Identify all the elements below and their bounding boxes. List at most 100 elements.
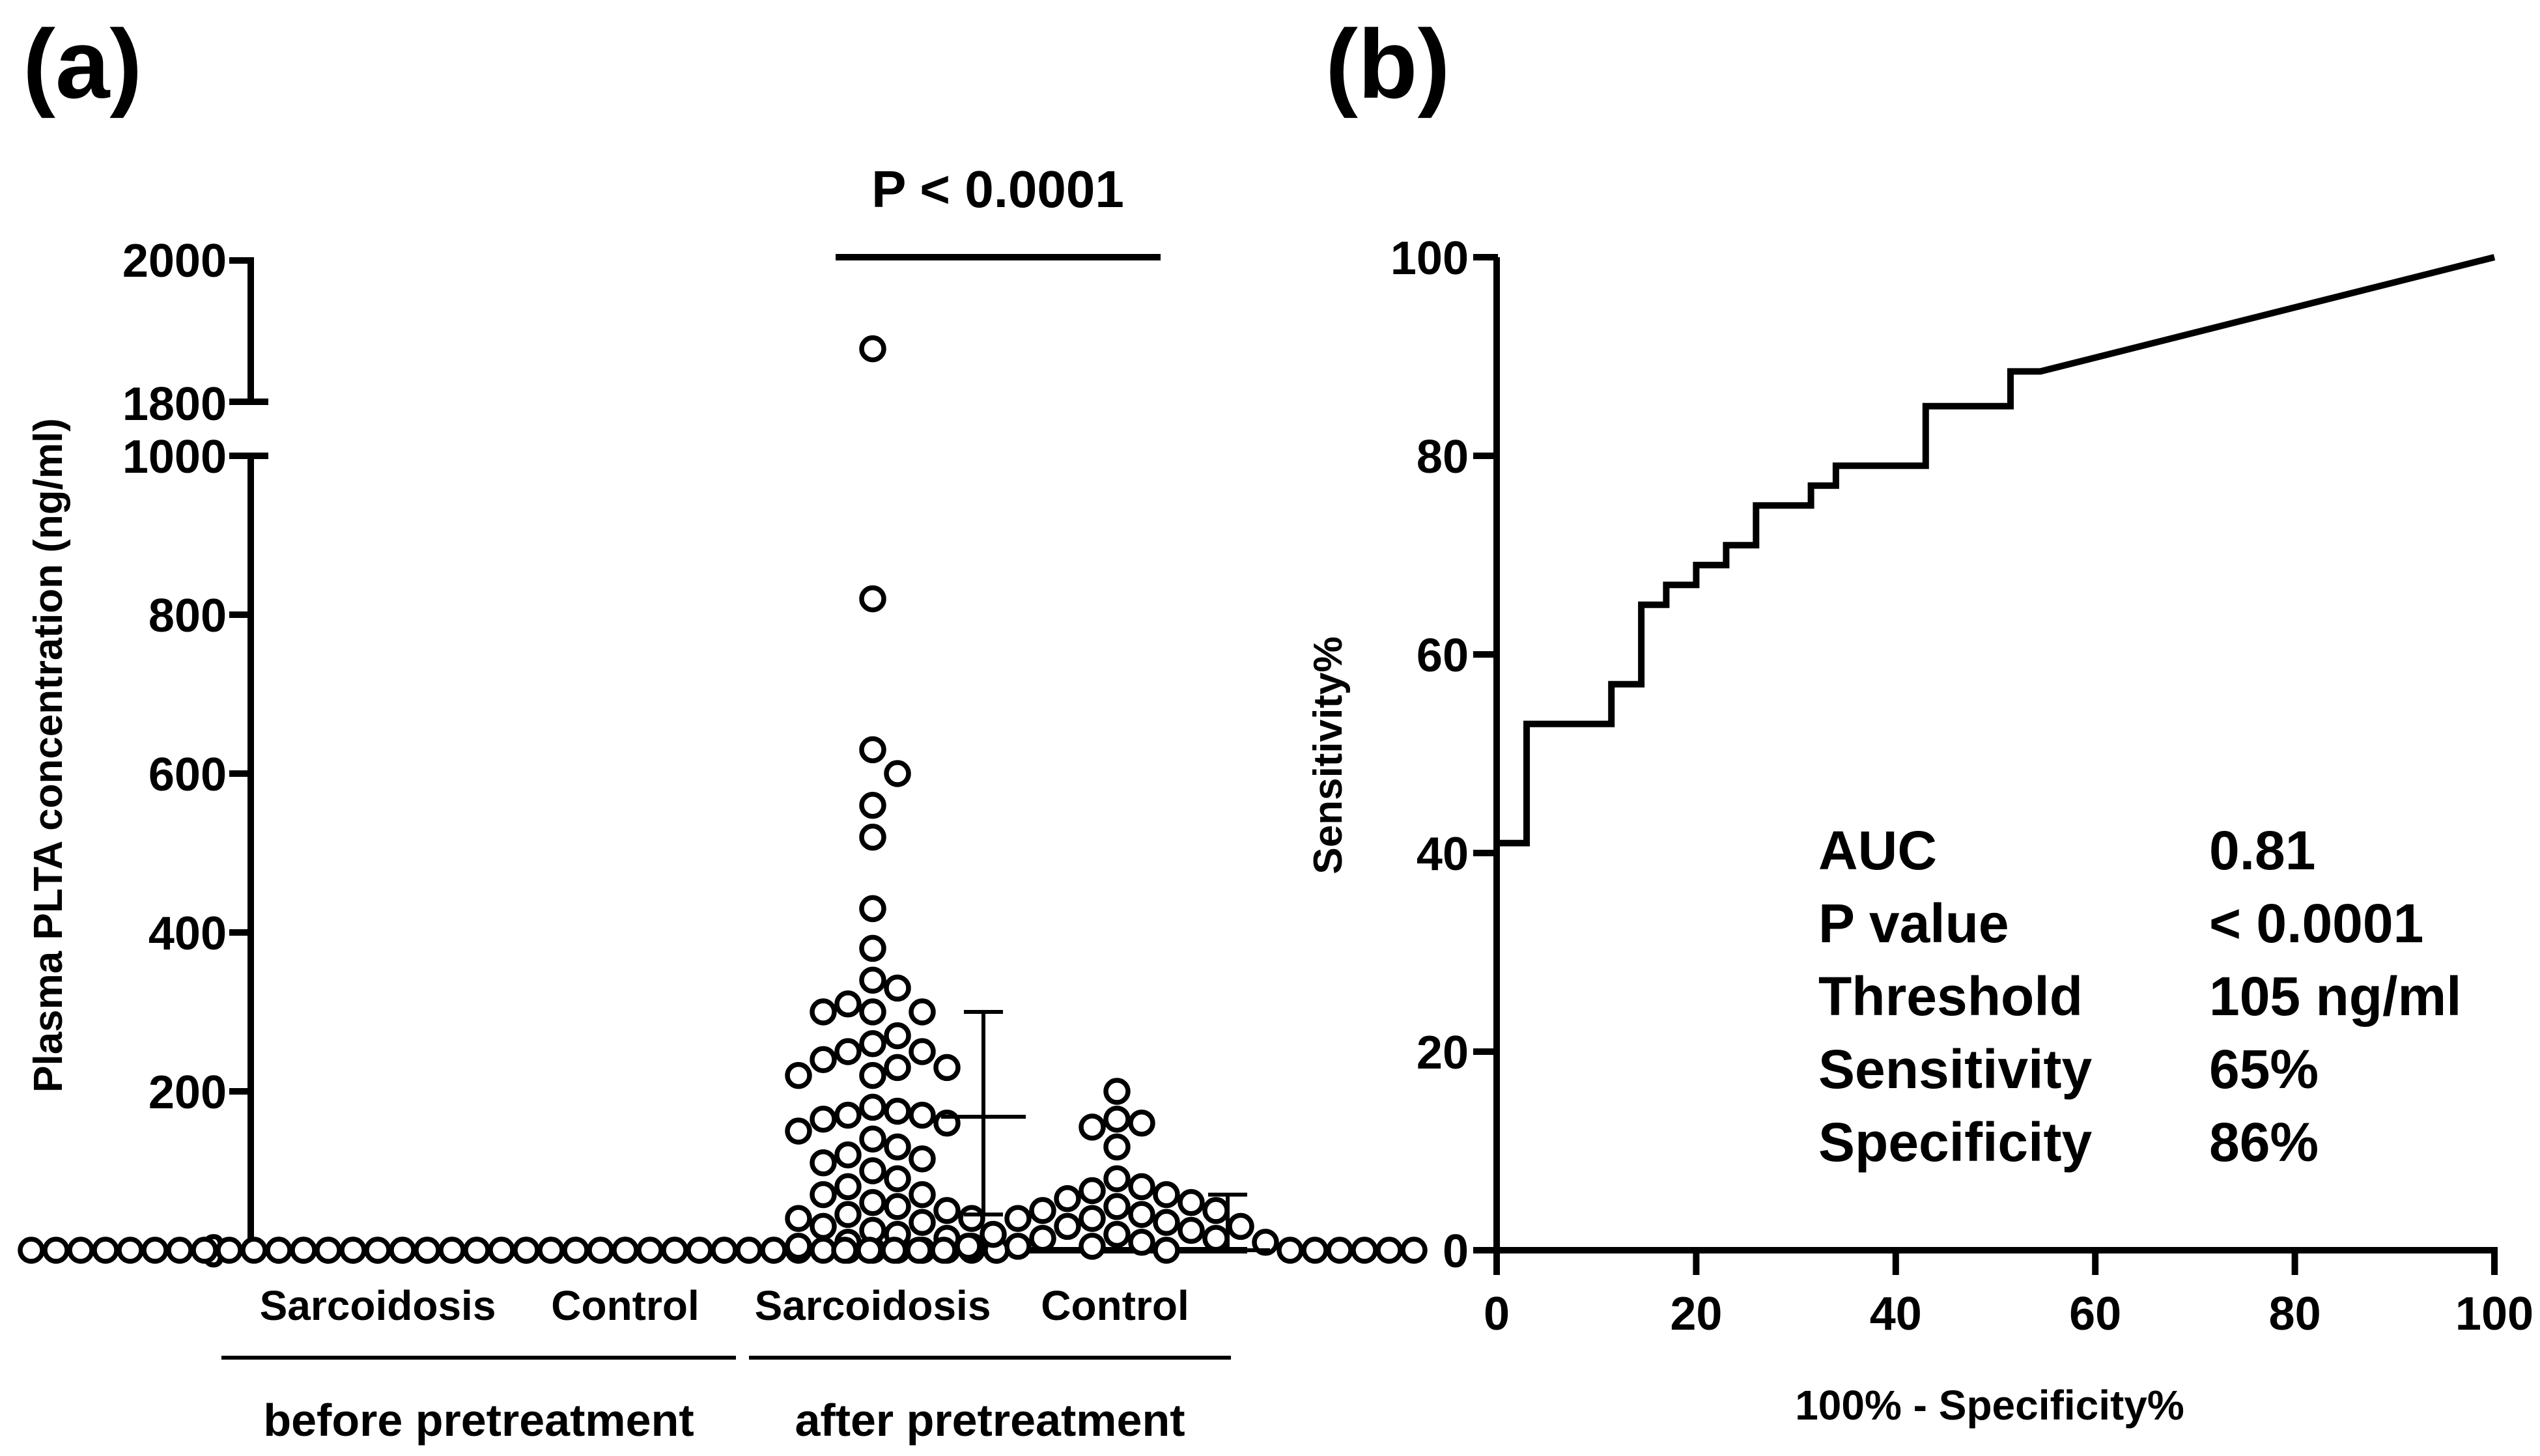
y-tick-label-1000: 1000: [122, 431, 227, 483]
data-point: [240, 1237, 268, 1264]
data-point: [933, 1054, 961, 1082]
data-point: [859, 585, 886, 613]
data-point: [661, 1237, 688, 1264]
panel-b-label: (b): [1325, 9, 1450, 119]
stat-label: P value: [1818, 893, 2009, 954]
category-label-3: Sarcoidosis: [755, 1282, 991, 1329]
data-point: [760, 1237, 787, 1264]
data-point: [1128, 1229, 1155, 1256]
stat-value: 65%: [2209, 1039, 2319, 1100]
data-point: [884, 974, 911, 1002]
data-point: [834, 990, 862, 1018]
data-point: [1227, 1212, 1254, 1240]
data-point: [909, 998, 936, 1026]
y-tick-label-800: 800: [148, 590, 227, 642]
data-point: [884, 1165, 911, 1192]
data-point: [1004, 1205, 1032, 1232]
data-point: [856, 1237, 883, 1264]
data-point: [859, 335, 886, 363]
data-point: [930, 1237, 957, 1264]
data-point: [1153, 1237, 1180, 1264]
data-point: [884, 760, 911, 787]
data-point: [1029, 1224, 1056, 1252]
data-point: [1103, 1220, 1131, 1248]
data-point: [831, 1237, 858, 1264]
category-label-4: Control: [1041, 1282, 1189, 1329]
data-point: [92, 1237, 119, 1264]
data-point: [859, 895, 886, 923]
panel-b: (b) 0 20 40 60 80 100 0 20 40 60 80 100 Sensitivit…: [1306, 9, 2533, 1429]
data-point: [810, 1181, 837, 1209]
data-point: [810, 1046, 837, 1073]
stat-value: 105 ng/ml: [2209, 966, 2461, 1027]
data-point: [587, 1237, 614, 1264]
roc-y-tick-label-20: 20: [1417, 1027, 1469, 1079]
data-point: [1202, 1224, 1230, 1252]
data-point: [859, 998, 886, 1026]
data-point: [339, 1237, 367, 1264]
data-point: [290, 1237, 317, 1264]
data-point: [141, 1237, 169, 1264]
data-point: [166, 1237, 193, 1264]
data-point: [1153, 1181, 1180, 1209]
stat-label: Specificity: [1818, 1112, 2092, 1173]
data-point: [859, 1125, 886, 1153]
data-point: [1252, 1229, 1279, 1256]
stats-table: AUC 0.81 P value < 0.0001 Threshold 105 ng/ml…: [1818, 820, 2461, 1173]
data-point: [859, 1157, 886, 1184]
data-point: [1103, 1078, 1131, 1105]
roc-x-tick-label-0: 0: [1484, 1288, 1510, 1340]
data-point: [785, 1233, 812, 1260]
category-label-1: Sarcoidosis: [260, 1282, 496, 1329]
data-point: [1351, 1237, 1378, 1264]
panel-a-label: (a): [23, 9, 142, 119]
data-point: [909, 1181, 936, 1209]
data-point: [1004, 1233, 1032, 1260]
data-points: [18, 335, 1428, 1264]
data-point: [1128, 1173, 1155, 1201]
stat-value: 86%: [2209, 1112, 2319, 1173]
data-point: [216, 1237, 243, 1264]
data-point: [859, 1061, 886, 1089]
data-point: [463, 1237, 490, 1264]
roc-y-axis-label: Sensitivity%: [1306, 636, 1351, 874]
data-point: [1103, 1133, 1131, 1161]
data-point: [958, 1205, 985, 1232]
data-point: [834, 1201, 862, 1228]
roc-y-ticks: 0 20 40 60 80 100: [1390, 232, 1498, 1278]
data-point: [1079, 1205, 1106, 1232]
data-point: [1103, 1105, 1131, 1133]
roc-x-axis-label: 100% - Specificity%: [1795, 1382, 2184, 1429]
stat-label: Threshold: [1818, 966, 2083, 1027]
data-point: [785, 1061, 812, 1089]
roc-curve: [1493, 254, 2496, 1250]
data-point: [859, 1030, 886, 1057]
data-point: [810, 998, 837, 1026]
data-point: [612, 1237, 639, 1264]
data-point: [810, 1237, 837, 1264]
roc-x-tick-label-80: 80: [2269, 1288, 2321, 1340]
y-tick-label-200: 200: [148, 1067, 227, 1119]
data-point: [1178, 1216, 1205, 1244]
data-point: [513, 1237, 540, 1264]
data-point: [537, 1237, 565, 1264]
roc-x-ticks: 0 20 40 60 80 100: [1484, 1249, 2533, 1340]
data-point: [488, 1237, 515, 1264]
data-point: [1128, 1201, 1155, 1228]
roc-y-tick-label-60: 60: [1417, 630, 1469, 682]
y-tick-label-600: 600: [148, 749, 227, 801]
stat-value: < 0.0001: [2209, 893, 2423, 954]
data-point: [1376, 1237, 1403, 1264]
data-point: [881, 1237, 908, 1264]
y-tick-label-1800: 1800: [122, 378, 227, 430]
data-point: [1178, 1189, 1205, 1216]
roc-y-tick-label-80: 80: [1417, 431, 1469, 483]
data-point: [18, 1237, 45, 1264]
data-point: [1079, 1177, 1106, 1205]
stat-value: 0.81: [2209, 820, 2316, 881]
data-point: [859, 792, 886, 819]
data-point: [1128, 1110, 1155, 1137]
data-point: [810, 1212, 837, 1240]
